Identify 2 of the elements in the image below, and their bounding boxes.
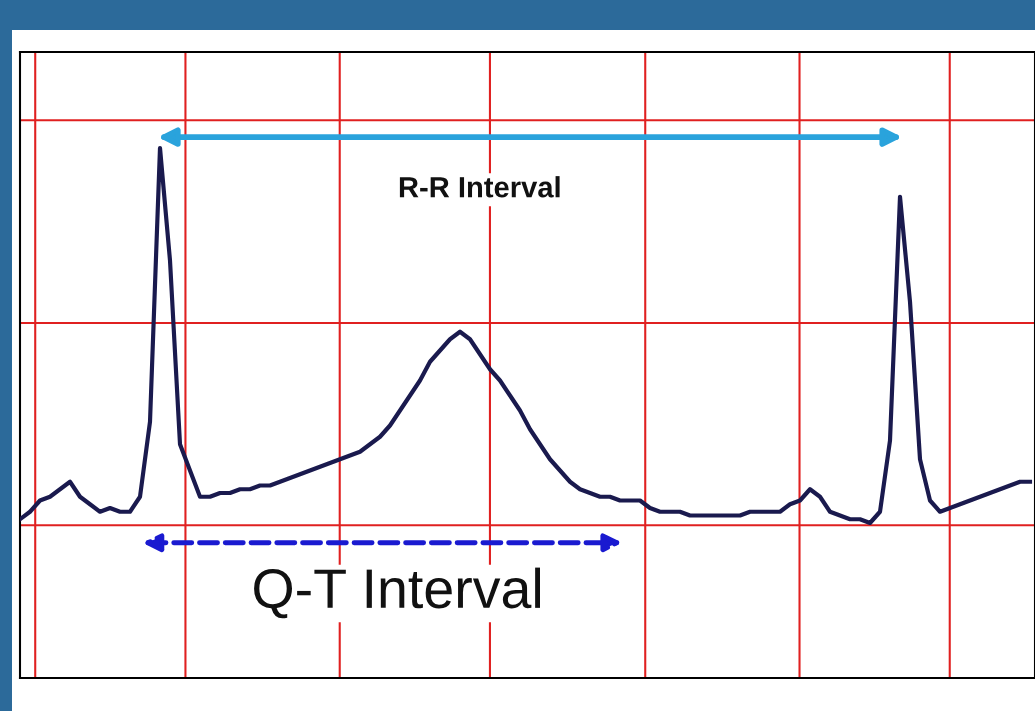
- text: Q-T Interval: [254, 567, 541, 619]
- annotation: R-R Interval: [399, 176, 560, 198]
